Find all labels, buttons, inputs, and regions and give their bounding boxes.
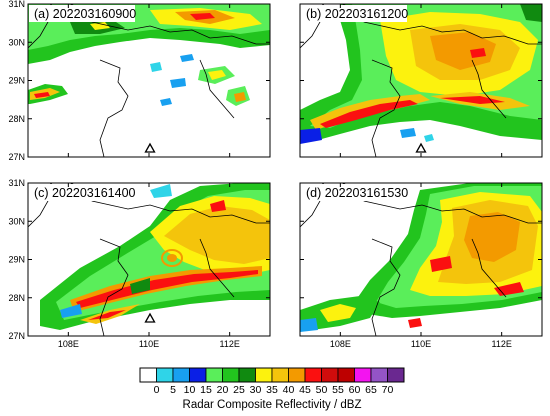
y-tick-label: 28N	[8, 293, 25, 303]
y-tick-label: 31N	[8, 0, 25, 9]
panel-b	[299, 3, 543, 158]
colorbar-tick-label: 45	[299, 384, 311, 396]
colorbar-tick-label: 30	[250, 384, 262, 396]
panel-label-a: (a) 202203160900	[34, 7, 136, 21]
colorbar-swatch	[255, 367, 273, 383]
colorbar-swatch	[156, 367, 174, 383]
colorbar-tick-label: 70	[382, 384, 394, 396]
colorbar-swatch	[139, 367, 157, 383]
panel-label-bg	[29, 5, 135, 22]
x-tick-label: 108E	[58, 339, 79, 349]
colorbar-tick-label: 15	[200, 384, 212, 396]
station-marker-icon	[415, 142, 427, 153]
colorbar-tick-label: 65	[365, 384, 377, 396]
colorbar-tick-label: 0	[154, 384, 160, 396]
panel-label-b: (b) 202203161200	[306, 7, 408, 21]
colorbar-swatch	[387, 367, 405, 383]
panel-label-d: (d) 202203161530	[306, 186, 408, 200]
panel-label-bg	[301, 5, 407, 22]
panel-c	[27, 182, 271, 337]
colorbar-swatch	[337, 367, 355, 383]
y-tick-label: 29N	[8, 76, 25, 86]
x-tick-label: 112E	[219, 339, 239, 349]
x-tick-label: 110E	[411, 339, 431, 349]
station-marker-icon	[144, 312, 156, 323]
colorbar-frame	[139, 367, 405, 383]
y-tick-label: 29N	[8, 255, 25, 265]
colorbar-swatch	[321, 367, 339, 383]
colorbar-tick-label: 55	[332, 384, 344, 396]
colorbar-swatch	[172, 367, 190, 383]
colorbar-tick-label: 25	[233, 384, 245, 396]
y-tick-label: 30N	[8, 37, 25, 47]
colorbar-tick-label: 40	[283, 384, 295, 396]
colorbar-tick-label: 35	[266, 384, 278, 396]
panel-a	[27, 3, 271, 158]
radar-echo-c	[40, 183, 270, 330]
colorbar-swatch	[271, 367, 289, 383]
colorbar-tick-label: 50	[316, 384, 328, 396]
panel-label-bg	[301, 184, 407, 201]
x-tick-label: 110E	[139, 339, 159, 349]
panel-d	[299, 182, 543, 337]
colorbar-swatch	[354, 367, 372, 383]
colorbar-tick-label: 10	[184, 384, 196, 396]
colorbar-tick-label: 20	[217, 384, 229, 396]
y-tick-label: 30N	[8, 216, 25, 226]
colorbar-swatch	[288, 367, 306, 383]
colorbar-swatch	[370, 367, 388, 383]
y-tick-label: 28N	[8, 114, 25, 124]
panel-label-bg	[29, 184, 135, 201]
colorbar-swatch	[222, 367, 240, 383]
colorbar-title: Radar Composite Reflectivity / dBZ	[183, 399, 362, 411]
colorbar-tick-label: 60	[349, 384, 361, 396]
y-tick-label: 31N	[8, 178, 25, 188]
colorbar-swatch	[304, 367, 322, 383]
colorbar-swatch	[189, 367, 207, 383]
colorbar-tick-label: 5	[170, 384, 176, 396]
y-tick-label: 27N	[8, 152, 25, 162]
panel-label-c: (c) 202203161400	[34, 186, 136, 200]
x-tick-label: 108E	[330, 339, 351, 349]
colorbar-swatch	[205, 367, 223, 383]
colorbar-swatch	[238, 367, 256, 383]
x-tick-label: 112E	[491, 339, 511, 349]
station-marker-icon	[144, 142, 156, 153]
y-tick-label: 27N	[8, 331, 25, 341]
